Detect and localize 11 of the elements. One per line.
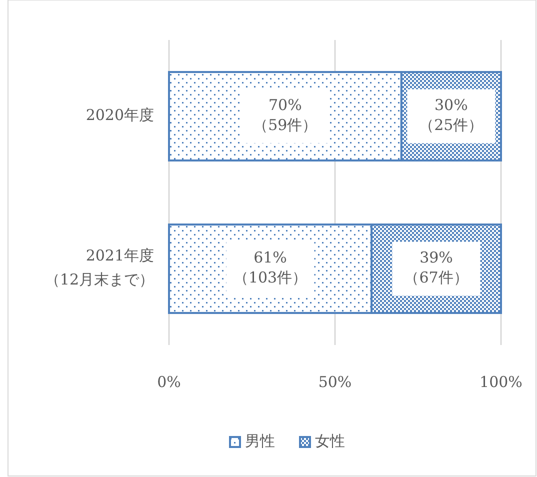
x-tick-label: 0% [157, 372, 181, 391]
x-tick-label: 100% [480, 372, 522, 391]
data-label: 30%（25件） [419, 96, 484, 134]
x-tick-label: 50% [318, 372, 352, 391]
y-tick-label: 2021年度（12月末まで） [44, 246, 154, 289]
data-label: 61%（103件） [233, 248, 308, 287]
legend-label: 男性 [245, 432, 275, 450]
data-label: 70%（59件） [253, 96, 318, 134]
legend-label: 女性 [315, 432, 345, 450]
y-tick-label: 2020年度 [86, 106, 154, 124]
data-label: 39%（67件） [404, 248, 468, 287]
